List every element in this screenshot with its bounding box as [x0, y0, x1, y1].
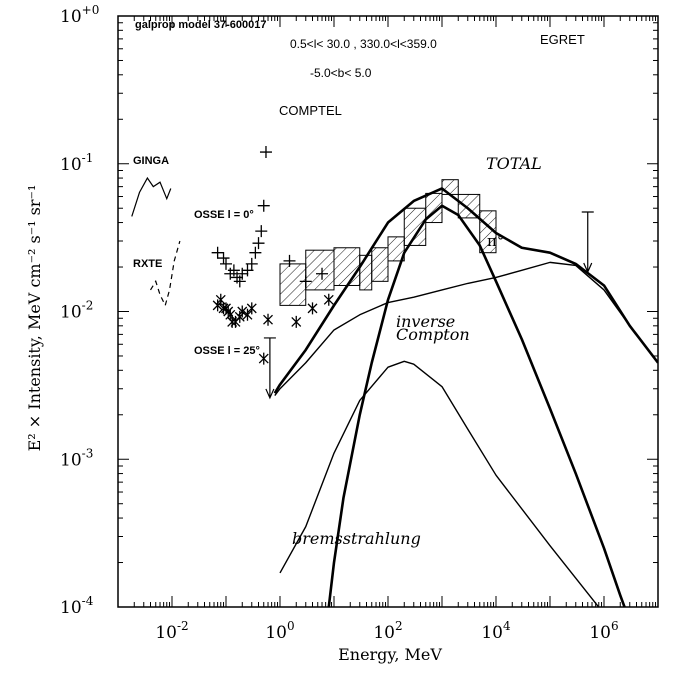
label-osse-l0: OSSE l = 0° — [194, 209, 254, 221]
label-comptel: COMPTEL — [279, 103, 342, 118]
osse-l-25-asterisk-point — [225, 308, 236, 321]
y-axis-label: E² × Intensity, MeV cm⁻² s⁻¹ sr⁻¹ — [25, 185, 44, 452]
osse-l-25-asterisk-point — [242, 308, 253, 321]
osse-l-25-asterisk-point — [237, 305, 248, 318]
osse-l-0-plus-point — [257, 199, 270, 212]
observations — [131, 146, 594, 400]
region-line-1: 0.5<l< 30.0 , 330.0<l<359.0 — [290, 37, 437, 51]
plot-frame — [117, 15, 659, 608]
osse-l-0-plus-point — [252, 237, 265, 250]
hatched-box — [359, 254, 373, 291]
y-tick-label: 10-1 — [60, 151, 93, 175]
osse-l-0-plus-point — [241, 264, 254, 277]
egret-comptel-boxes — [279, 179, 497, 306]
y-tick-label: 10+0 — [60, 3, 99, 27]
hatched-box — [441, 179, 459, 195]
pi0-curve — [327, 204, 626, 607]
y-tick-label: 10-3 — [60, 446, 93, 470]
osse-l-0-plus-point — [233, 275, 246, 288]
osse-l-0-plus-point — [220, 257, 232, 270]
osse-l-0-plus-point — [255, 225, 268, 238]
label-total: TOTAL — [486, 154, 542, 173]
upper-limit-arrow — [263, 337, 276, 400]
hatched-box — [387, 236, 405, 262]
label-egret: EGRET — [540, 32, 585, 47]
chart-title: galprop model 37-600017 — [135, 19, 266, 31]
x-axis-label: Energy, MeV — [338, 645, 442, 664]
hatched-box — [333, 247, 361, 286]
hatched-box — [305, 249, 335, 291]
osse-l-0-plus-point — [245, 257, 258, 270]
x-tick-label: 106 — [589, 619, 618, 643]
osse-l-0-plus-point — [227, 264, 240, 277]
label-pi0: π° — [487, 232, 504, 250]
osse-l-0-plus-point — [211, 246, 224, 259]
osse-l-0-plus-point — [259, 146, 272, 159]
axis-ticks — [117, 15, 659, 608]
hatched-box — [457, 193, 481, 219]
y-tick-label: 10-2 — [60, 299, 93, 323]
hatched-box — [371, 247, 389, 282]
hatched-box — [279, 263, 307, 306]
label-osse-l25: OSSE l = 25° — [194, 345, 260, 357]
inverse-compton-curve — [274, 261, 658, 396]
comptel-plus-point — [316, 267, 329, 280]
osse-l-25-asterisk-point — [258, 352, 269, 365]
osse-l-0-plus-point — [249, 246, 262, 259]
x-tick-label: 100 — [265, 619, 294, 643]
comptel-asterisk-point — [291, 315, 302, 328]
osse-l-25-asterisk-point — [263, 313, 273, 326]
region-line-2: -5.0<b< 5.0 — [310, 66, 372, 80]
label-ginga: GINGA — [133, 155, 169, 167]
osse-l-25-asterisk-point — [246, 302, 257, 315]
comptel-asterisk-point — [323, 293, 334, 306]
label-rxte: RXTE — [133, 258, 162, 270]
label-compton: Compton — [396, 325, 470, 344]
comptel-plus-point — [283, 254, 296, 267]
osse-l-0-plus-point — [217, 252, 230, 265]
comptel-asterisk-point — [307, 302, 318, 315]
x-tick-label: 10-2 — [155, 619, 188, 643]
bremsstrahlung-curve — [279, 360, 600, 607]
total-curve — [273, 187, 658, 394]
x-tick-label: 102 — [373, 619, 402, 643]
comptel-plus-point — [299, 275, 312, 288]
label-inverse: inverse — [396, 312, 455, 331]
ginga-spectrum — [131, 176, 172, 217]
x-tick-label: 104 — [481, 619, 511, 643]
hatched-box — [403, 207, 427, 246]
upper-limit-arrow — [581, 211, 594, 274]
rxte-spectrum — [149, 240, 181, 308]
x-tick-labels: 10-2 100 102 104 106 — [155, 619, 618, 643]
label-bremsstrahlung: bremsstrahlung — [292, 529, 421, 548]
y-tick-labels: 10-4 10-3 10-2 10-1 10+0 — [60, 3, 99, 618]
y-tick-label: 10-4 — [60, 594, 94, 618]
model-curves — [273, 187, 658, 607]
